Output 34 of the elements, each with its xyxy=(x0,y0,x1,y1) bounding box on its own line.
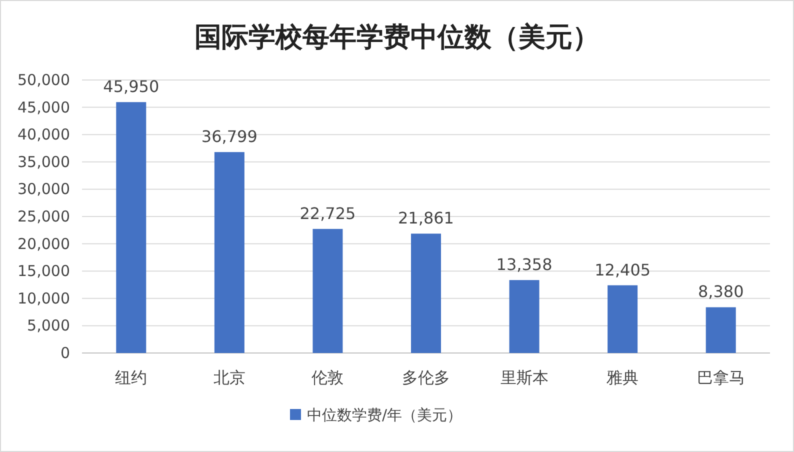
y-tick-label: 0 xyxy=(60,344,70,362)
data-label: 22,725 xyxy=(300,204,356,223)
bar xyxy=(509,280,540,353)
data-label: 21,861 xyxy=(398,208,454,228)
bar xyxy=(706,307,736,353)
data-label: 13,358 xyxy=(496,255,552,274)
y-tick-label: 45,000 xyxy=(18,98,70,116)
x-tick-label: 北京 xyxy=(213,368,246,387)
legend-label: 中位数学费/年（美元） xyxy=(307,406,462,424)
bar xyxy=(214,152,244,353)
data-label: 12,405 xyxy=(594,260,651,280)
y-tick-label: 20,000 xyxy=(18,234,70,253)
data-label: 36,799 xyxy=(201,127,258,146)
bar xyxy=(116,102,146,353)
y-tick-label: 50,000 xyxy=(18,71,70,89)
y-tick-label: 5,000 xyxy=(27,316,70,335)
x-tick-label: 纽约 xyxy=(115,368,148,387)
chart-title: 国际学校每年学费中位数（美元） xyxy=(194,22,600,53)
bar xyxy=(312,228,343,353)
y-tick-label: 35,000 xyxy=(18,152,70,171)
y-tick-label: 10,000 xyxy=(18,289,70,308)
y-tick-label: 15,000 xyxy=(18,262,70,280)
x-tick-label: 巴拿马 xyxy=(696,368,745,387)
x-tick-label: 伦敦 xyxy=(312,368,344,387)
data-label: 8,380 xyxy=(698,282,744,302)
x-tick-label: 多伦多 xyxy=(402,368,450,387)
x-tick-label: 雅典 xyxy=(606,368,639,387)
y-tick-label: 25,000 xyxy=(18,208,70,226)
bar xyxy=(411,234,441,353)
bar xyxy=(608,285,638,353)
y-tick-label: 30,000 xyxy=(18,180,70,198)
y-tick-label: 40,000 xyxy=(18,126,70,144)
data-label: 45,950 xyxy=(103,77,160,96)
x-tick-label: 里斯本 xyxy=(500,368,548,387)
